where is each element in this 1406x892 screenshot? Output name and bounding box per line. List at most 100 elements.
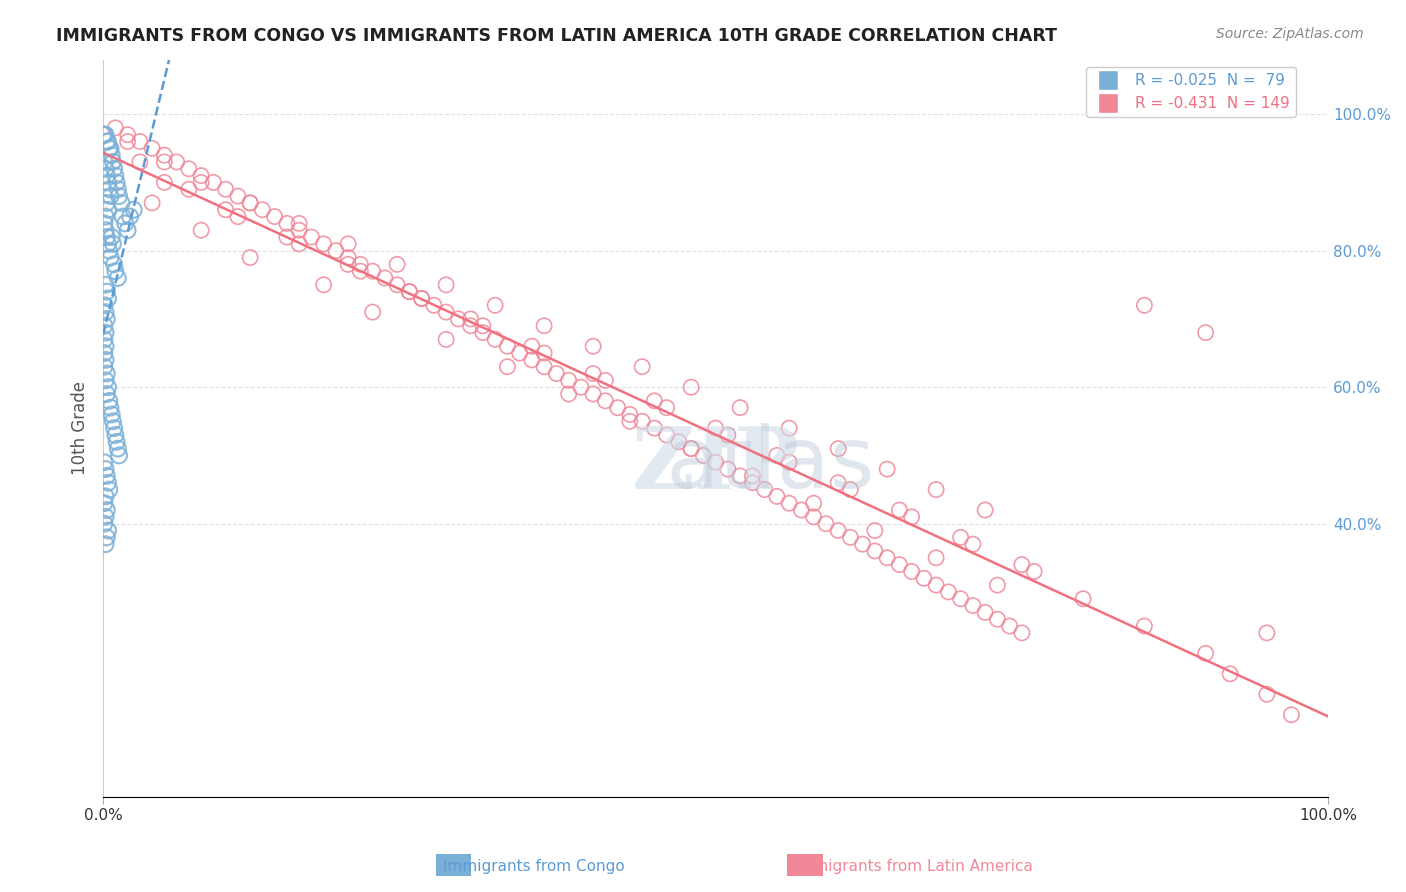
Point: [91, 128, 114, 142]
Point: [374, 271, 396, 285]
Point: [94, 373, 117, 387]
Point: [288, 236, 311, 251]
Point: [177, 161, 200, 176]
Point: [606, 401, 628, 415]
Point: [484, 298, 506, 312]
Point: [97, 524, 120, 538]
Text: ZIP: ZIP: [631, 423, 800, 507]
Point: [93, 155, 115, 169]
Point: [97, 202, 120, 217]
Point: [97, 135, 120, 149]
Point: [190, 169, 212, 183]
Point: [128, 155, 150, 169]
Point: [668, 434, 690, 449]
Point: [361, 264, 384, 278]
Point: [93, 298, 115, 312]
Point: [839, 530, 862, 544]
Point: [96, 169, 118, 183]
Point: [569, 380, 592, 394]
Point: [110, 195, 132, 210]
Point: [94, 352, 117, 367]
Point: [974, 606, 997, 620]
Point: [986, 612, 1008, 626]
Point: [520, 352, 543, 367]
Point: [93, 318, 115, 333]
Point: [94, 462, 117, 476]
Point: [263, 210, 285, 224]
Point: [962, 537, 984, 551]
Point: [239, 195, 262, 210]
Point: [107, 271, 129, 285]
Point: [120, 210, 142, 224]
Point: [98, 182, 121, 196]
Point: [717, 462, 740, 476]
Point: [411, 292, 433, 306]
Point: [104, 264, 127, 278]
Point: [93, 128, 115, 142]
Point: [1256, 687, 1278, 701]
Point: [276, 230, 298, 244]
Point: [471, 318, 494, 333]
Point: [96, 135, 118, 149]
Point: [190, 176, 212, 190]
Point: [595, 373, 617, 387]
Point: [460, 318, 482, 333]
Point: [153, 148, 176, 162]
Point: [96, 230, 118, 244]
Point: [177, 182, 200, 196]
Point: [852, 537, 875, 551]
Point: [704, 421, 727, 435]
Point: [94, 223, 117, 237]
Point: [533, 346, 555, 360]
Point: [814, 516, 837, 531]
Text: IMMIGRANTS FROM CONGO VS IMMIGRANTS FROM LATIN AMERICA 10TH GRADE CORRELATION CH: IMMIGRANTS FROM CONGO VS IMMIGRANTS FROM…: [56, 27, 1057, 45]
Point: [631, 414, 654, 428]
Y-axis label: 10th Grade: 10th Grade: [72, 381, 89, 475]
Point: [619, 414, 641, 428]
Point: [582, 367, 605, 381]
Point: [460, 312, 482, 326]
Point: [276, 216, 298, 230]
Point: [717, 428, 740, 442]
Point: [863, 544, 886, 558]
Point: [153, 155, 176, 169]
Point: [728, 469, 751, 483]
Point: [93, 346, 115, 360]
Text: atlas: atlas: [557, 424, 875, 507]
Point: [101, 414, 124, 428]
Point: [100, 148, 122, 162]
Point: [107, 182, 129, 196]
Point: [595, 393, 617, 408]
Point: [299, 230, 322, 244]
Point: [166, 155, 188, 169]
Point: [97, 292, 120, 306]
Point: [349, 257, 371, 271]
Point: [104, 169, 127, 183]
Point: [1071, 591, 1094, 606]
Point: [128, 135, 150, 149]
Point: [728, 401, 751, 415]
Point: [889, 558, 911, 572]
Point: [312, 277, 335, 292]
Point: [103, 257, 125, 271]
Point: [778, 455, 800, 469]
Text: Immigrants from Congo: Immigrants from Congo: [443, 859, 626, 874]
Point: [93, 359, 115, 374]
Point: [962, 599, 984, 613]
Point: [93, 455, 115, 469]
Point: [986, 578, 1008, 592]
Point: [190, 223, 212, 237]
Point: [105, 176, 128, 190]
Point: [97, 380, 120, 394]
Point: [900, 565, 922, 579]
Point: [741, 469, 763, 483]
Point: [94, 277, 117, 292]
Point: [114, 216, 136, 230]
Point: [827, 442, 849, 456]
Point: [925, 578, 948, 592]
Point: [202, 176, 225, 190]
Point: [925, 550, 948, 565]
Point: [94, 339, 117, 353]
Point: [643, 393, 665, 408]
Point: [107, 442, 129, 456]
